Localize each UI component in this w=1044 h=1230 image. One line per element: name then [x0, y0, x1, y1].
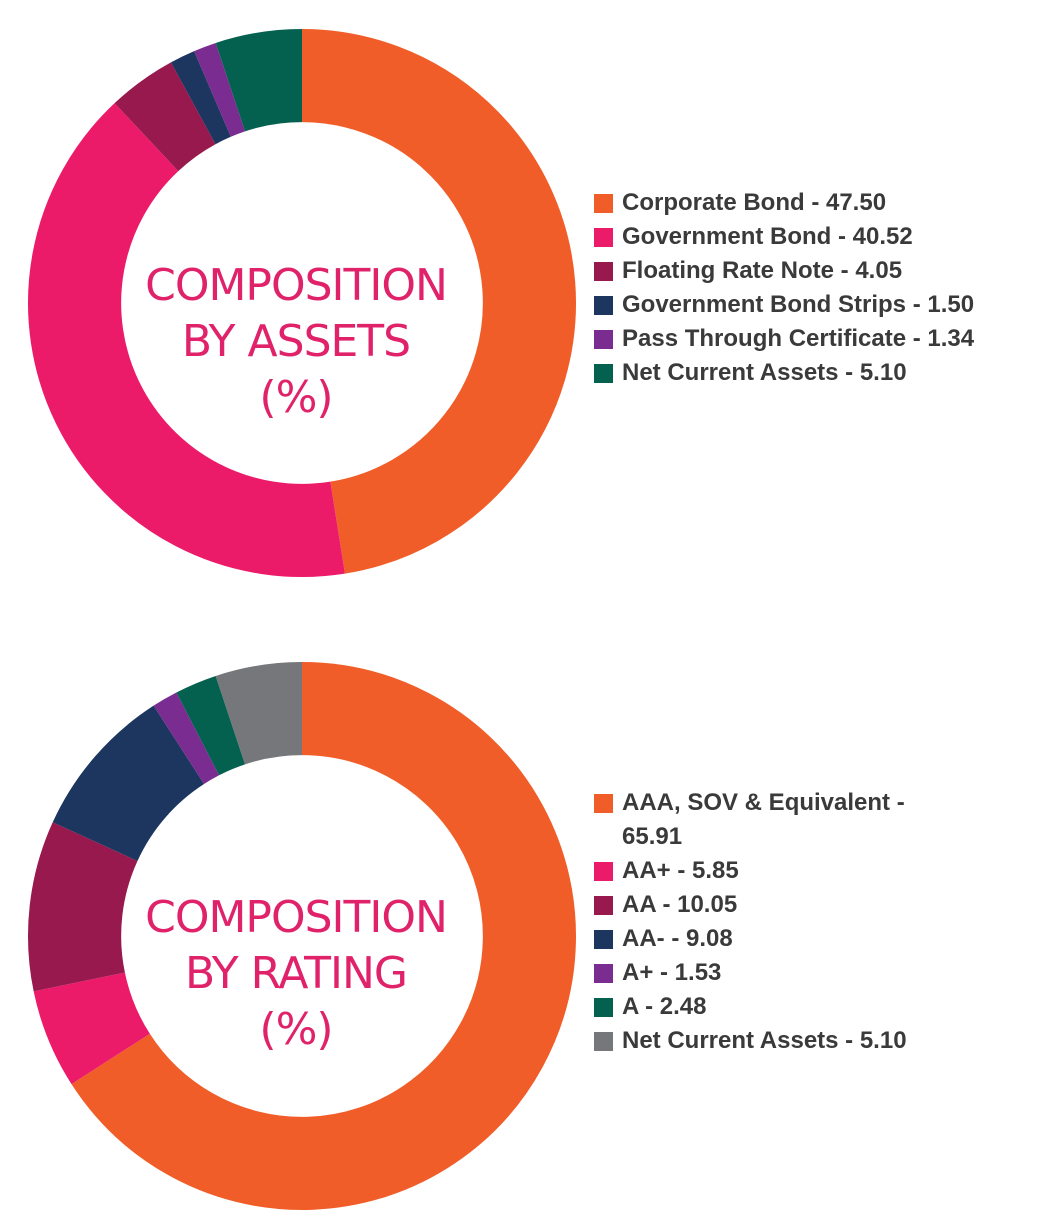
slice-a [176, 675, 246, 776]
legend-swatch [594, 1032, 613, 1051]
legend-label: AA - 10.05 [622, 891, 738, 918]
legend-item-net-current-assets: Net Current Assets - 5.10 [594, 356, 974, 390]
slice-net-current-assets [215, 662, 304, 765]
legend-item-net-current-assets: Net Current Assets - 5.10 [594, 1024, 962, 1058]
slice-corporate-bond [301, 29, 576, 574]
legend-item-pass-through-certificate: Pass Through Certificate - 1.34 [594, 322, 974, 356]
legend-item-aa-minus: AA- - 9.08 [594, 922, 962, 956]
slice-aa-plus [33, 971, 151, 1085]
slice-government-bond [28, 103, 345, 577]
assets-title-line-3: (%) [259, 372, 333, 423]
composition-by-rating-chart: COMPOSITION BY RATING (%) AAA, SOV & Equ… [0, 630, 1044, 1230]
legend-label: AA- - 9.08 [622, 925, 733, 952]
slice-aa [52, 705, 205, 862]
legend-swatch [594, 194, 613, 213]
legend-swatch [594, 262, 613, 281]
slice-aa [28, 822, 138, 992]
rating-title-line-1: COMPOSITION [145, 892, 448, 943]
rating-title-line-2: BY RATING [185, 948, 408, 999]
rating-donut [28, 662, 576, 1210]
assets-title-line-1: COMPOSITION [145, 260, 448, 311]
slice-net-current-assets [215, 29, 304, 132]
legend-swatch [594, 364, 613, 383]
legend-label: Pass Through Certificate - 1.34 [622, 325, 975, 352]
legend-swatch [594, 330, 613, 349]
legend-item-a-plus: A+ - 1.53 [594, 956, 962, 990]
legend-swatch [594, 296, 613, 315]
legend-label: Floating Rate Note - 4.05 [622, 257, 903, 284]
legend-item-aa: AA - 10.05 [594, 888, 962, 922]
legend-label: Net Current Assets - 5.10 [622, 359, 907, 386]
legend-item-aa-plus: AA+ - 5.85 [594, 854, 962, 888]
slice-aaa-sov-equivalent [71, 662, 576, 1210]
legend-swatch [594, 930, 613, 949]
rating-chart-title: COMPOSITION BY RATING (%) [126, 890, 466, 1058]
legend-item-a: A - 2.48 [594, 990, 962, 1024]
legend-label: AA+ - 5.85 [622, 857, 739, 884]
slice-government-bond-strips [170, 51, 232, 145]
assets-donut [28, 29, 576, 577]
rating-title-line-3: (%) [259, 1004, 333, 1055]
legend-swatch [594, 794, 613, 813]
composition-by-assets-chart: COMPOSITION BY ASSETS (%) Corporate Bond… [0, 0, 1044, 610]
legend-item-aaa-sov-equivalent: AAA, SOV & Equivalent - 65.91 [594, 786, 962, 854]
legend-item-corporate-bond: Corporate Bond - 47.50 [594, 186, 974, 220]
slice-a-plus [153, 692, 220, 785]
slice-pass-through-certificate [194, 42, 246, 137]
legend-item-government-bond: Government Bond - 40.52 [594, 220, 974, 254]
legend-label: Government Bond Strips - 1.50 [622, 291, 975, 318]
legend-item-floating-rate-note: Floating Rate Note - 4.05 [594, 254, 974, 288]
legend-label: A - 2.48 [622, 993, 707, 1020]
slice-floating-rate-note [114, 62, 217, 172]
legend-swatch [594, 862, 613, 881]
legend-item-government-bond-strips: Government Bond Strips - 1.50 [594, 288, 974, 322]
legend-label: Government Bond - 40.52 [622, 223, 913, 250]
legend-swatch [594, 896, 613, 915]
legend-swatch [594, 998, 613, 1017]
assets-legend: Corporate Bond - 47.50 Government Bond -… [594, 186, 974, 390]
assets-chart-title: COMPOSITION BY ASSETS (%) [126, 258, 466, 426]
legend-swatch [594, 228, 613, 247]
assets-title-line-2: BY ASSETS [181, 316, 411, 367]
legend-label: A+ - 1.53 [622, 959, 722, 986]
legend-label: Corporate Bond - 47.50 [622, 189, 887, 216]
legend-label: Net Current Assets - 5.10 [622, 1027, 907, 1054]
rating-legend: AAA, SOV & Equivalent - 65.91 AA+ - 5.85… [594, 786, 962, 1058]
legend-swatch [594, 964, 613, 983]
legend-label: AAA, SOV & Equivalent - 65.91 [622, 789, 905, 850]
